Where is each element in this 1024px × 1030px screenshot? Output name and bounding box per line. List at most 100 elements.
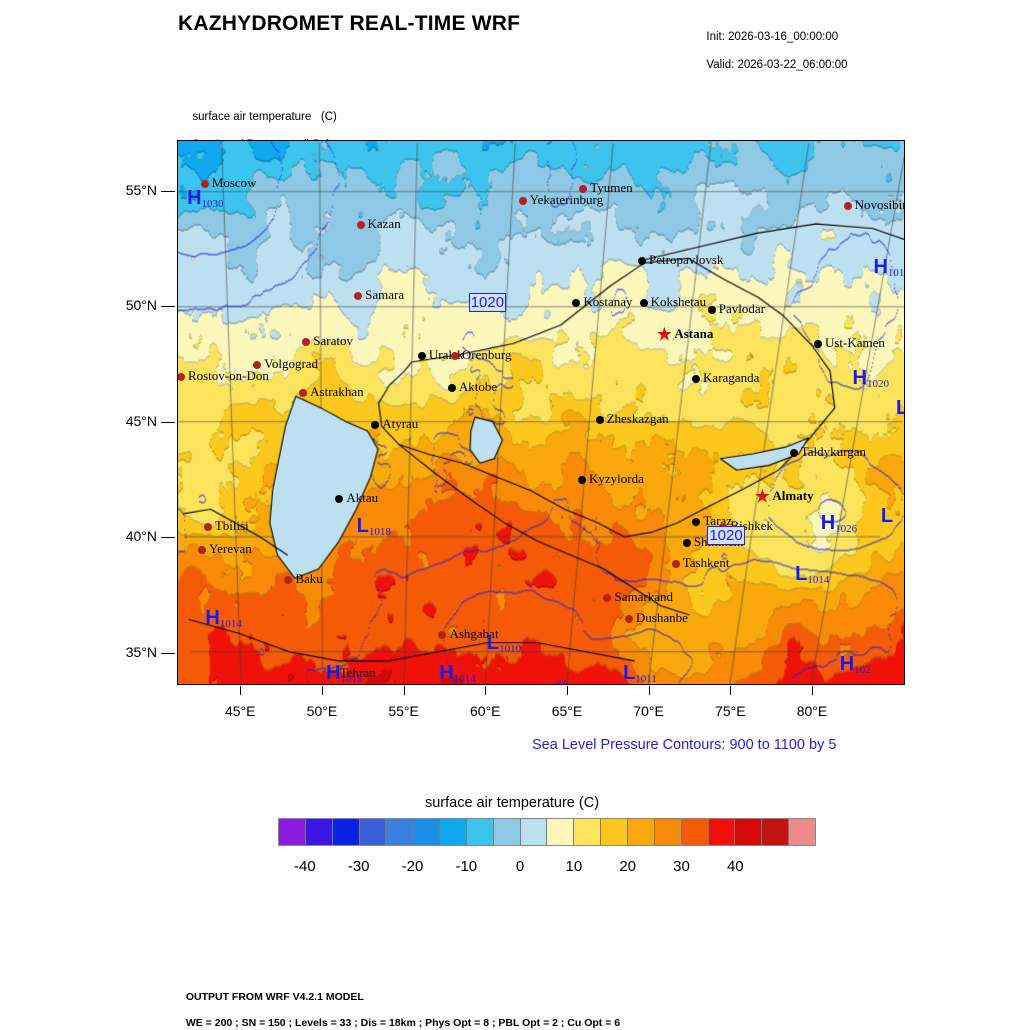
valid-time: Valid: 2026-03-22_06:00:00 [706, 59, 848, 71]
pressure-center-letter: H [205, 607, 220, 630]
lon-tick-label: 65°E [551, 703, 583, 719]
pressure-low-marker: L1018 [357, 515, 391, 538]
lon-tick-mark [566, 686, 568, 695]
lon-tick-label: 50°E [306, 703, 338, 719]
pressure-center-value: 1014 [807, 574, 830, 587]
pressure-center-letter: L [880, 505, 894, 528]
lat-tick-mark [161, 537, 175, 539]
colorbar-tick-label: -10 [455, 858, 478, 875]
lon-tick-label: 75°E [715, 703, 746, 719]
lon-tick-mark [811, 686, 813, 695]
colorbar-swatch[interactable] [466, 819, 494, 845]
city-label: Aktobe [458, 379, 498, 395]
colorbar-swatch[interactable] [654, 819, 682, 845]
city-dot-icon [577, 476, 586, 485]
pressure-center-letter: H [187, 186, 202, 209]
colorbar-swatch[interactable] [708, 819, 736, 845]
city-label: Baku [295, 570, 323, 586]
city-dot-icon [371, 421, 380, 430]
colorbar-swatch[interactable] [547, 819, 575, 845]
colorbar-tick-label: 20 [619, 858, 637, 875]
city-label: Kazan [367, 216, 401, 232]
pressure-center-letter: H [820, 512, 836, 535]
pressure-center-value: 1015 [340, 673, 363, 685]
city-dot-icon [579, 185, 588, 194]
city-dot-icon [299, 388, 308, 397]
pressure-center-letter: H [839, 653, 855, 676]
lon-tick-label: 80°E [796, 703, 828, 719]
pressure-high-marker: H1014 [439, 662, 476, 685]
pressure-center-value: 1011 [635, 673, 657, 685]
city-dot-icon [328, 670, 337, 679]
city-dot-icon [682, 538, 691, 547]
pressure-low-marker: L1014 [795, 563, 829, 586]
pressure-center-letter: H [439, 662, 454, 685]
city-label: Samarkand [614, 589, 673, 605]
pressure-center-value: 102 [854, 664, 871, 677]
colorbar-swatch[interactable] [762, 819, 790, 845]
lon-tick-label: 55°E [388, 703, 419, 719]
pressure-center-letter: L [486, 632, 500, 655]
city-dot-icon [707, 305, 716, 314]
pressure-center-value: 1020 [867, 377, 889, 390]
colorbar-swatch[interactable] [440, 819, 467, 845]
lat-tick-label: 35°N [125, 643, 157, 660]
city-dot-icon [200, 179, 209, 188]
pressure-center-value: 1010 [499, 643, 522, 656]
colorbar-swatch[interactable] [601, 819, 628, 845]
colorbar-swatch[interactable] [735, 819, 763, 845]
city-dot-icon [450, 351, 459, 360]
city-label: Tyumen [590, 180, 633, 196]
city-dot-icon [639, 298, 648, 307]
colorbar-swatch[interactable] [413, 819, 441, 845]
colorbar-swatch[interactable] [681, 819, 709, 845]
city-dot-icon [624, 615, 633, 624]
city-dot-icon [671, 559, 680, 568]
city-label: Volgograd [264, 356, 319, 371]
pressure-low-marker: L [881, 505, 893, 528]
colorbar-swatch[interactable] [305, 819, 333, 845]
city-label: Astana [674, 325, 714, 341]
colorbar-tick-label: 0 [515, 858, 525, 875]
capital-star-icon: ★ [753, 486, 771, 508]
city-dot-icon [638, 257, 647, 266]
city-label: Tashkent [682, 554, 730, 570]
city-label: Tehran [339, 665, 376, 681]
colorbar[interactable] [278, 818, 816, 846]
city-label: Ashgabat [449, 626, 499, 642]
lon-tick-mark [730, 686, 732, 695]
pressure-center-value: 1014 [453, 673, 476, 685]
city-label: Pavlodar [718, 300, 765, 316]
city-label: Petropavlovsk [649, 252, 724, 268]
city-label: Almaty [772, 487, 814, 503]
colorbar-swatch[interactable] [627, 819, 655, 845]
city-label: Rostov-on-Don [187, 367, 269, 383]
city-label: Tbilisi [214, 517, 249, 533]
colorbar-swatch[interactable] [493, 819, 521, 845]
footer-line-1: OUTPUT FROM WRF V4.2.1 MODEL [185, 991, 364, 1003]
city-label: Atyrau [382, 416, 419, 432]
pressure-low-marker: L1011 [623, 662, 657, 685]
colorbar-swatch[interactable] [386, 819, 414, 845]
lat-tick-mark [161, 190, 175, 192]
lat-tick-label: 40°N [125, 528, 157, 545]
colorbar-title: surface air temperature (C) [424, 795, 600, 811]
pressure-center-letter: H [852, 366, 867, 389]
footer-line-2: WE = 200 ; SN = 150 ; Levels = 33 ; Dis … [185, 1017, 621, 1029]
pressure-center-letter: L [795, 563, 808, 586]
colorbar-swatch[interactable] [789, 819, 815, 845]
lat-tick-mark [161, 421, 175, 423]
colorbar-swatch[interactable] [359, 819, 387, 845]
pressure-center-value: 1026 [835, 523, 858, 536]
colorbar-swatch[interactable] [332, 819, 360, 845]
pressure-high-marker: H102 [840, 653, 871, 676]
colorbar-swatch[interactable] [279, 819, 306, 845]
city-dot-icon [595, 416, 604, 425]
city-label: Kokshetau [650, 293, 707, 309]
city-label: Zheskazgan [606, 411, 669, 427]
colorbar-swatch[interactable] [574, 819, 602, 845]
city-dot-icon [789, 448, 798, 457]
colorbar-swatch[interactable] [520, 819, 548, 845]
lat-tick-label: 45°N [125, 412, 157, 429]
